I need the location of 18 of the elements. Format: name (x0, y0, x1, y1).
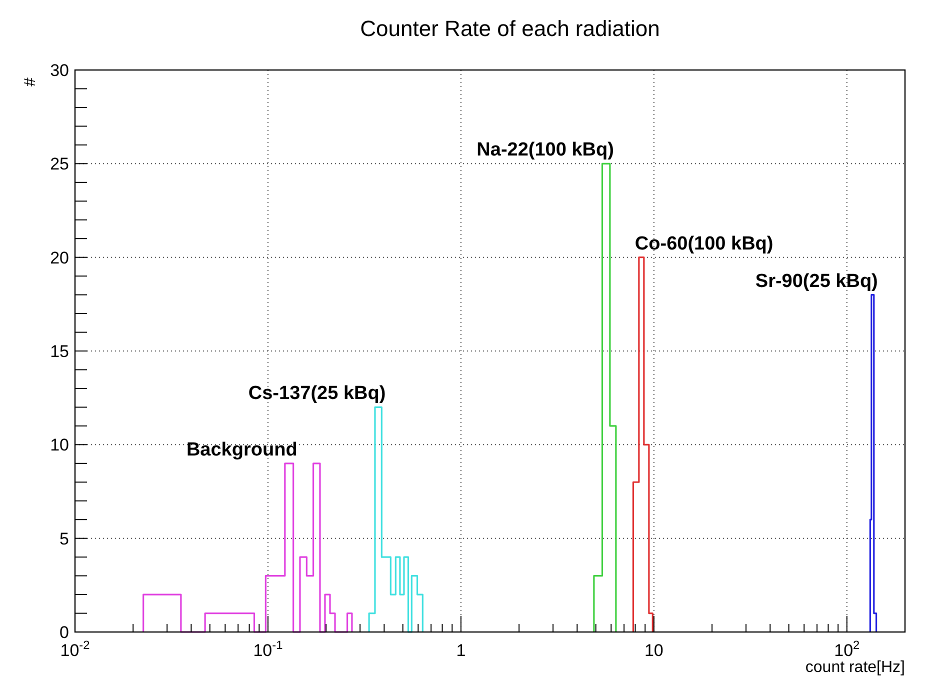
y-tick-label: 5 (60, 529, 69, 548)
x-axis-title: count rate[Hz] (805, 659, 905, 676)
x-tick-label: 10$^{-1}$ (253, 638, 284, 660)
y-tick-label: 20 (50, 248, 69, 268)
series-label: Cs-137(25 kBq) (248, 383, 386, 404)
x-tick-label: 10$^{2}$ (834, 638, 860, 660)
series-label: Co-60(100 kBq) (634, 233, 774, 254)
series-label: Sr-90(25 kBq) (755, 270, 878, 292)
series-label: Background (186, 439, 298, 460)
y-axis-title: # (22, 77, 39, 86)
y-tick-label: 25 (50, 154, 69, 174)
y-tick-label: 15 (50, 342, 69, 361)
series-label: Na-22(100 kBq) (476, 140, 614, 161)
y-tick-label: 30 (50, 61, 69, 80)
y-tick-label: 10 (50, 436, 69, 455)
x-tick-label: 1 (456, 641, 466, 660)
x-tick-label: 10 (644, 641, 664, 660)
chart-title: Counter Rate of each radiation (360, 16, 660, 41)
